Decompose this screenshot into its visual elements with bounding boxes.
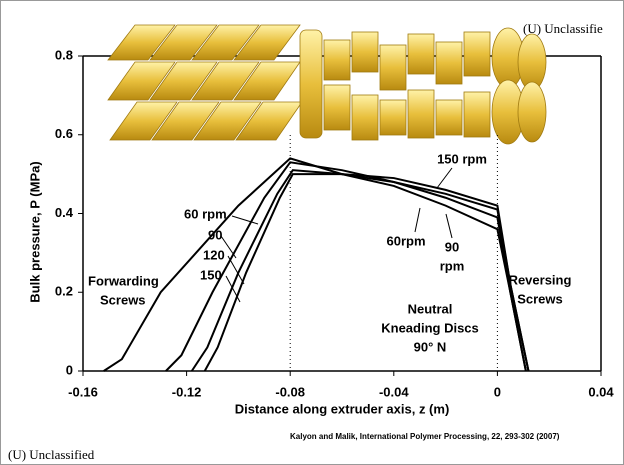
series-line [165,161,527,372]
annotation: rpm [440,258,465,273]
screw-illustration [107,24,547,145]
citation: Kalyon and Malik, International Polymer … [290,432,560,441]
x-tick-label: -0.16 [68,384,98,399]
x-tick-label: -0.08 [275,384,305,399]
x-tick-label: 0 [494,384,501,399]
annotation: 60rpm [386,233,425,248]
annotation: Reversing [509,272,572,287]
y-tick-label: 0 [66,362,73,377]
annotation: Screws [100,292,146,307]
y-tick-label: 0.2 [55,284,73,299]
series-line [203,173,530,372]
y-tick-label: 0.4 [55,205,74,220]
x-tick-label: -0.04 [379,384,409,399]
annotation: 90 [445,239,459,254]
y-axis-title: Bulk pressure, P (MPa) [27,161,42,302]
x-tick-label: 0.04 [588,384,614,399]
annotation: Kneading Discs [381,320,479,335]
classification-top: (U) Unclassifie [523,21,603,36]
x-axis-title: Distance along extruder axis, z (m) [235,401,450,416]
series-label: 150 [200,267,222,282]
annotation: Neutral [408,301,453,316]
annotation: Screws [517,291,563,306]
series-label: 90 [208,227,222,242]
annotation: 90° N [414,339,447,354]
series-label: 120 [203,247,225,262]
classification-bottom: (U) Unclassified [8,447,95,462]
series-label: 60 rpm [184,206,227,221]
y-tick-label: 0.8 [55,47,73,62]
annotation: Forwarding [88,273,159,288]
annotation: 150 rpm [437,151,487,166]
y-tick-label: 0.6 [55,126,73,141]
x-tick-label: -0.12 [172,384,202,399]
